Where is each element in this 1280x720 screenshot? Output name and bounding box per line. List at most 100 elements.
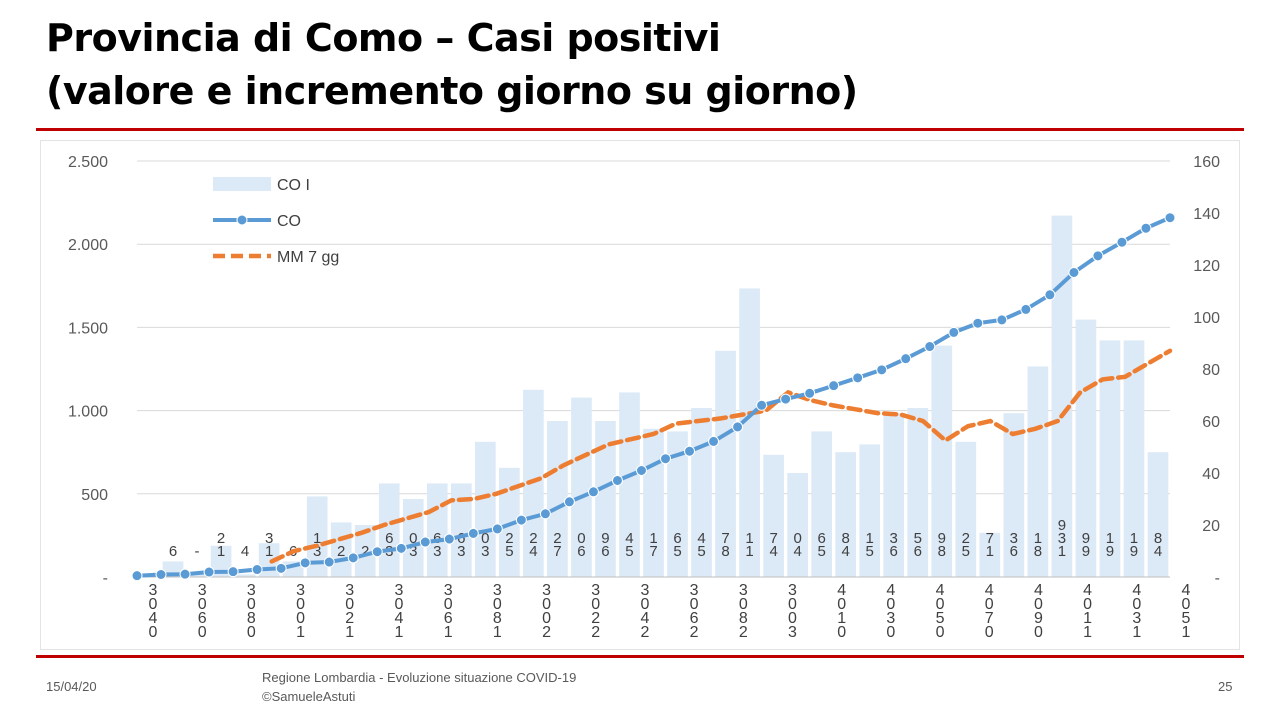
bar-value-label: 2: [337, 543, 345, 560]
series-point-co: [1092, 250, 1104, 262]
left-axis-tick-label: 500: [81, 487, 108, 504]
bar: [210, 545, 232, 577]
legend: CO I CO MM 7 gg: [213, 177, 339, 266]
series-point-co: [443, 533, 455, 545]
right-axis-tick-label: 40: [1202, 466, 1220, 483]
chart: - 500 1.000 1.500 2.000 2.500 - 20 40 60 80 100 120 1…: [40, 140, 1240, 650]
series-point-co: [876, 364, 888, 376]
series-point-co: [780, 393, 792, 405]
series-point-co: [203, 566, 215, 578]
series-point-co: [1116, 236, 1128, 248]
legend-label: CO: [277, 213, 301, 230]
bar: [571, 397, 592, 577]
bar: [763, 454, 784, 577]
series-point-co: [371, 546, 383, 558]
bar: [907, 408, 929, 577]
bar: [979, 532, 1001, 577]
title-line-1: Provincia di Como – Casi positivi: [46, 16, 721, 60]
left-axis-tick-label: 1.000: [68, 404, 108, 421]
series-point-co: [275, 562, 287, 574]
bar: [835, 452, 857, 577]
footer-source: Regione Lombardia - Evoluzione situazion…: [262, 668, 576, 706]
bar: [667, 431, 688, 577]
bar: [1147, 452, 1169, 577]
bar: [859, 444, 881, 577]
series-point-co: [1164, 212, 1176, 224]
page-title: Provincia di Como – Casi positivi (valor…: [46, 12, 858, 118]
bar: [547, 421, 568, 577]
series-point-co: [299, 557, 311, 569]
series-point-co: [756, 399, 768, 411]
series-point-co: [251, 564, 263, 576]
bar: [378, 483, 400, 577]
legend-label: MM 7 gg: [277, 249, 339, 266]
right-axis-tick-label: 60: [1202, 414, 1220, 431]
legend-label: CO I: [277, 177, 310, 194]
series-point-co: [419, 536, 431, 548]
series-point-co: [563, 496, 575, 508]
bar: [354, 525, 376, 577]
bar: [787, 473, 808, 577]
series-point-co: [155, 569, 167, 581]
bar: [523, 389, 544, 577]
series-point-co: [1020, 303, 1032, 315]
right-axis-tick-label: -: [1215, 570, 1220, 587]
bar: [234, 574, 256, 577]
series-point-co: [467, 527, 479, 539]
footer-source-line-1: Regione Lombardia - Evoluzione situazion…: [262, 670, 577, 685]
series-point-co: [539, 508, 551, 520]
bar: [1051, 215, 1073, 577]
right-axis-tick-label: 160: [1193, 154, 1220, 171]
right-axis-tick-label: 100: [1193, 310, 1220, 327]
bar: [931, 345, 953, 577]
series-point-co: [1044, 289, 1056, 301]
bar: [1123, 340, 1145, 577]
series-point-co: [515, 514, 527, 526]
right-axis-tick-label: 80: [1202, 362, 1220, 379]
series-point-co: [972, 317, 984, 329]
series-point-co: [852, 372, 864, 384]
page-number: 25: [1218, 679, 1233, 694]
legend-swatch-marker: [236, 214, 248, 226]
bar: [1099, 340, 1121, 577]
